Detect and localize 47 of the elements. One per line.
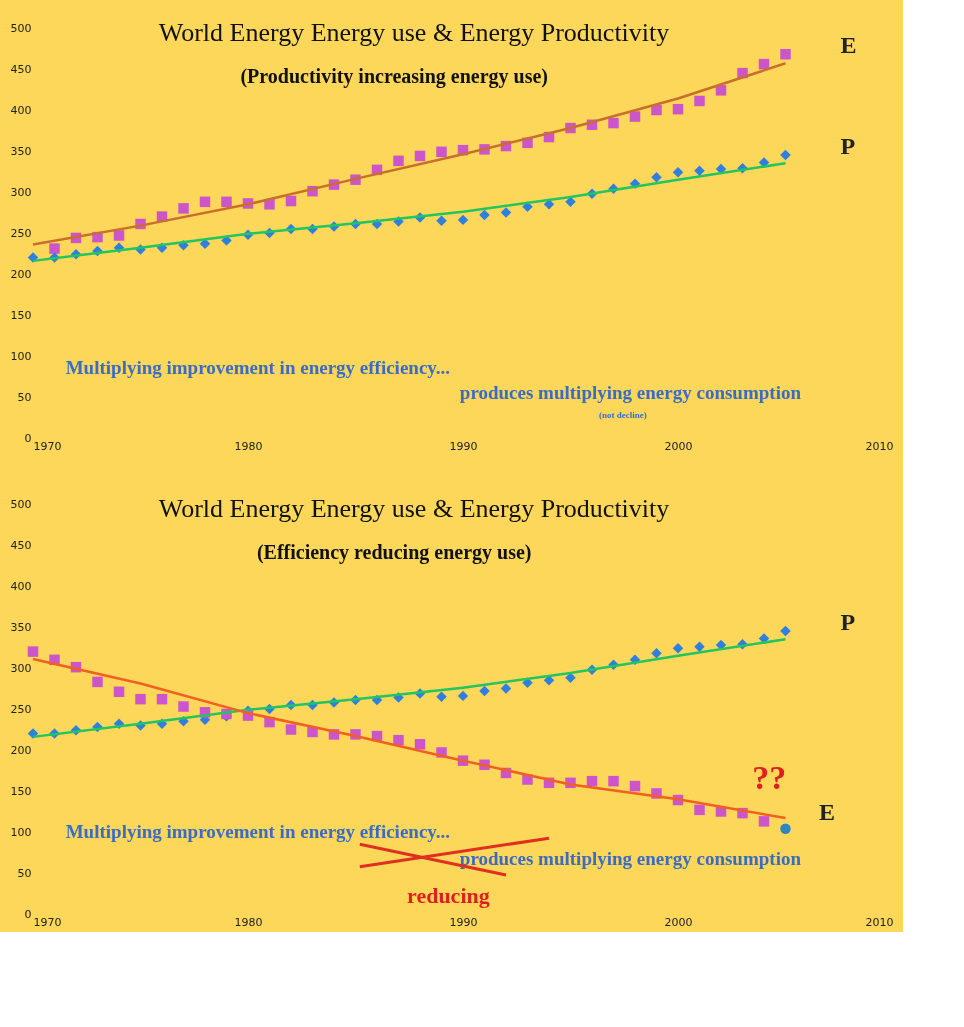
y-tick-label: 500 <box>10 497 32 511</box>
text: E <box>819 799 836 826</box>
annotation: ?? <box>752 758 787 796</box>
chart-title: World Energy Energy use & Energy Productivity <box>158 18 670 47</box>
x-tick-label: 1980 <box>234 915 263 929</box>
annotation: reducing <box>407 882 490 908</box>
y-tick-label: 50 <box>17 390 32 404</box>
x-tick-label: 2010 <box>865 915 894 929</box>
y-tick-label: 300 <box>10 185 32 199</box>
x-tick-label: 2000 <box>664 439 693 453</box>
y-tick-label: 500 <box>10 21 32 35</box>
annotation: (not decline) <box>599 410 647 421</box>
y-tick-label: 250 <box>10 226 32 240</box>
y-tick-label: 200 <box>10 267 32 281</box>
x-tick-label: 2010 <box>865 439 894 453</box>
y-tick-label: 0 <box>24 431 32 445</box>
x-tick-label: 1980 <box>234 439 263 453</box>
text: (Efficiency reducing energy use) <box>256 541 532 565</box>
text: P <box>840 133 856 160</box>
y-tick-label: 100 <box>10 825 32 839</box>
y-tick-label: 300 <box>10 661 32 675</box>
y-tick-label: 50 <box>17 866 32 880</box>
y-tick-label: 150 <box>10 308 32 322</box>
annotation: produces multiplying energy consumption <box>459 847 802 869</box>
x-tick-label: 1990 <box>449 915 478 929</box>
chart-title: World Energy Energy use & Energy Productivity <box>158 494 670 523</box>
y-tick-label: 350 <box>10 144 32 158</box>
x-tick-label: 1970 <box>33 439 62 453</box>
annotation: produces multiplying energy consumption <box>459 381 802 403</box>
text: (Productivity increasing energy use) <box>240 65 548 89</box>
y-tick-label: 250 <box>10 702 32 716</box>
y-tick-label: 400 <box>10 103 32 117</box>
y-tick-label: 100 <box>10 349 32 363</box>
y-tick-label: 450 <box>10 62 32 76</box>
y-tick-label: 350 <box>10 620 32 634</box>
x-tick-label: 1990 <box>449 439 478 453</box>
annotation: Multiplying improvement in energy efficiency... <box>65 821 451 842</box>
y-tick-label: 150 <box>10 784 32 798</box>
y-tick-label: 450 <box>10 538 32 552</box>
x-tick-label: 1970 <box>33 915 62 929</box>
y-tick-label: 400 <box>10 579 32 593</box>
y-tick-label: 0 <box>24 907 32 921</box>
text: E <box>840 32 857 59</box>
text: P <box>840 609 856 636</box>
y-tick-label: 200 <box>10 743 32 757</box>
annotation: Multiplying improvement in energy efficiency... <box>65 357 451 379</box>
x-tick-label: 2000 <box>664 915 693 929</box>
